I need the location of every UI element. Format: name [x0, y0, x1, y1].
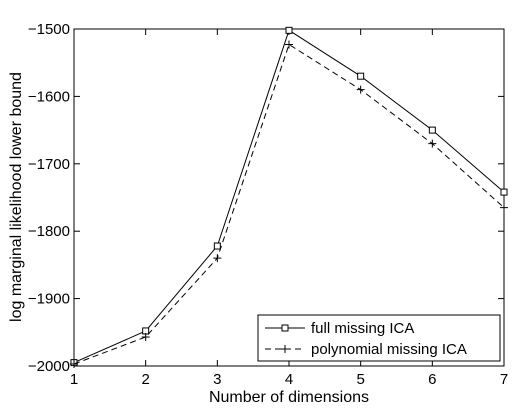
y-axis-ticks: −2000 −1900 −1800 −1700 −1600 −1500	[28, 21, 504, 375]
data-point-plus	[141, 333, 150, 342]
series-line-full-missing-ica	[73, 29, 505, 364]
y-tick-label: −1700	[28, 156, 70, 173]
y-tick-label: −1600	[28, 88, 70, 105]
x-tick-label: 3	[213, 371, 221, 388]
legend-entry-full-missing-ica: full missing ICA	[265, 320, 414, 337]
data-point-square	[500, 188, 508, 196]
data-point-plus	[70, 359, 78, 368]
legend: full missing ICA polynomial missing ICA	[257, 314, 501, 362]
legend-entry-polynomial-missing-ica: polynomial missing ICA	[265, 341, 467, 358]
data-point-square	[285, 26, 293, 34]
y-tick-label: −2000	[28, 358, 70, 375]
data-point-plus	[213, 254, 222, 263]
data-point-square	[213, 242, 221, 250]
x-tick-label: 7	[500, 371, 508, 388]
data-point-plus	[500, 203, 508, 212]
legend-box	[257, 314, 501, 362]
x-tick-label: 4	[285, 371, 293, 388]
data-point-plus	[356, 85, 365, 94]
y-tick-label: −1500	[28, 21, 70, 38]
legend-square-marker-icon	[281, 324, 289, 332]
series-layer	[70, 26, 508, 368]
data-point-square	[428, 126, 436, 134]
data-point-square	[357, 72, 365, 80]
y-axis-label: log marginal likelihood lower bound	[8, 72, 25, 322]
x-axis-label: Number of dimensions	[209, 389, 369, 406]
x-tick-label: 5	[356, 371, 364, 388]
x-tick-label: 2	[141, 371, 149, 388]
data-point-plus	[285, 40, 293, 49]
legend-label-polynomial-missing-ica: polynomial missing ICA	[311, 341, 467, 358]
legend-plus-marker-icon	[281, 345, 289, 353]
y-tick-label: −1900	[28, 291, 70, 308]
y-tick-label: −1800	[28, 223, 70, 240]
x-tick-label: 6	[428, 371, 436, 388]
x-tick-label: 1	[70, 371, 78, 388]
data-point-plus	[428, 139, 437, 148]
x-axis-ticks: 1 2 3 4 5 6 7	[70, 29, 508, 388]
legend-label-full-missing-ica: full missing ICA	[311, 320, 414, 337]
